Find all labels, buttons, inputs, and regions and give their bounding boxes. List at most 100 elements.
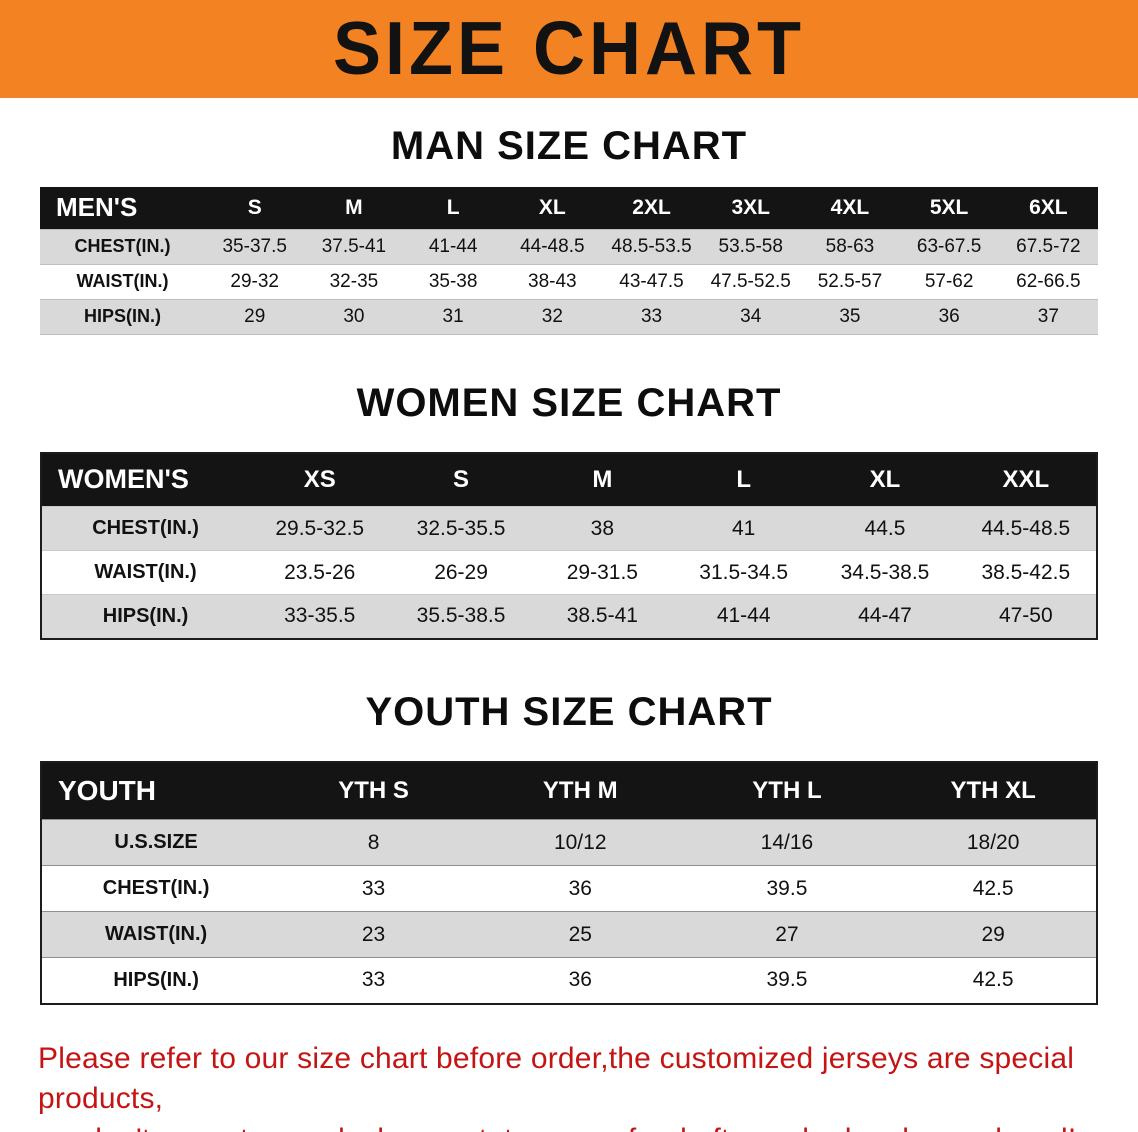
value-cell: 57-62 [924, 270, 974, 292]
value-cell: 38 [590, 516, 615, 540]
value-cell: 42.5 [972, 968, 1014, 992]
size-header-cell: 5XL [929, 195, 969, 219]
value-cell: 58-63 [825, 235, 875, 257]
table-row: WAIST(IN.) 23.5-26 26-29 29-31.5 31.5-34.5 34… [41, 550, 1097, 595]
page-title: SIZE CHART [333, 7, 805, 92]
value-cell: 38.5-42.5 [981, 560, 1071, 584]
top-banner: SIZE CHART [0, 0, 1138, 98]
row-label-cell: HIPS(IN.) [102, 604, 189, 627]
value-cell: 32-35 [329, 270, 379, 292]
row-label-cell: CHEST(IN.) [102, 877, 210, 899]
value-cell: 30 [343, 305, 365, 327]
size-header-cell: XL [538, 195, 566, 219]
value-cell: 18/20 [966, 830, 1020, 854]
value-cell: 35.5-38.5 [416, 604, 506, 628]
value-cell: 27 [775, 922, 799, 946]
value-cell: 34 [740, 305, 762, 327]
row-label-cell: U.S.SIZE [114, 831, 198, 853]
value-cell: 29 [244, 305, 266, 327]
youth-size-table: YOUTH YTH S YTH M YTH L YTH XL U.S.SIZE 8 10/12… [40, 760, 1098, 1005]
size-header-cell: YTH XL [950, 776, 1036, 804]
value-cell: 41-44 [428, 235, 478, 257]
table-row: HIPS(IN.) 33-35.5 35.5-38.5 38.5-41 41-44 44-… [41, 594, 1097, 639]
size-header-cell: YTH S [338, 776, 409, 804]
youth-section-heading: YOUTH SIZE CHART [365, 689, 773, 734]
size-header-cell: S [247, 195, 262, 219]
table-row: WAIST(IN.) 29-32 32-35 35-38 38-43 43-47.5 47.… [40, 264, 1098, 299]
value-cell: 39.5 [766, 968, 808, 992]
men-section-heading: MAN SIZE CHART [390, 124, 748, 168]
value-cell: 37.5-41 [321, 235, 387, 257]
value-cell: 33 [640, 305, 663, 327]
table-title-cell: MEN'S [56, 192, 138, 223]
value-cell: 38-43 [528, 270, 577, 292]
value-cell: 37 [1037, 305, 1059, 327]
table-row: CHEST(IN.) 35-37.5 37.5-41 41-44 44-48.5 48.5… [40, 229, 1098, 264]
value-cell: 36 [568, 876, 592, 900]
value-cell: 53.5-58 [718, 235, 783, 257]
value-cell: 29 [981, 922, 1005, 946]
value-cell: 63-67.5 [916, 235, 982, 257]
table-row: WAIST(IN.) 23 25 27 29 [41, 911, 1097, 958]
value-cell: 41-44 [716, 604, 771, 628]
table-row: U.S.SIZE 8 10/12 14/16 18/20 [41, 819, 1097, 866]
value-cell: 29.5-32.5 [275, 516, 365, 540]
row-label-cell: WAIST(IN.) [104, 923, 208, 945]
table-title-cell: WOMEN'S [58, 464, 189, 495]
row-label-cell: WAIST(IN.) [94, 561, 197, 583]
table-header-row: WOMEN'S XS S M L XL XXL [41, 452, 1097, 507]
women-size-table: WOMEN'S XS S M L XL XXL CHEST(IN.) 29.5-32.5 32.5… [40, 451, 1098, 640]
value-cell: 29-31.5 [566, 560, 638, 584]
row-label-cell: HIPS(IN.) [84, 306, 162, 326]
size-header-cell: 3XL [731, 195, 770, 219]
table-row: CHEST(IN.) 29.5-32.5 32.5-35.5 38 41 44.5 44.5… [41, 506, 1097, 551]
size-header-cell: L [736, 465, 751, 493]
size-header-cell: XL [869, 465, 901, 493]
size-header-cell: XS [303, 465, 336, 493]
size-header-cell: YTH M [542, 776, 618, 804]
value-cell: 32.5-35.5 [416, 516, 506, 540]
value-cell: 26-29 [434, 560, 488, 584]
women-section-heading: WOMEN SIZE CHART [356, 380, 782, 425]
value-cell: 29-32 [230, 270, 280, 292]
size-header-cell: L [446, 195, 460, 219]
size-header-cell: M [345, 195, 363, 219]
size-header-cell: YTH L [752, 776, 822, 804]
value-cell: 48.5-53.5 [611, 235, 692, 257]
value-cell: 34.5-38.5 [840, 560, 930, 584]
value-cell: 35-37.5 [222, 235, 287, 257]
value-cell: 44-47 [858, 604, 912, 628]
value-cell: 33 [361, 876, 386, 900]
value-cell: 44.5 [864, 516, 906, 540]
value-cell: 38.5-41 [566, 604, 638, 628]
disclaimer-note: Please refer to our size chart before or… [38, 1039, 1100, 1132]
size-header-cell: 4XL [830, 195, 870, 219]
value-cell: 41 [731, 516, 756, 540]
table-header-row: MEN'S S M L XL 2XL 3XL 4XL 5XL 6XL [40, 187, 1098, 229]
value-cell: 35-38 [428, 270, 478, 292]
disclaimer-line-2: we don't accept cancel, change, teturn o… [38, 1120, 1100, 1132]
size-header-cell: 2XL [632, 195, 671, 219]
row-label-cell: CHEST(IN.) [92, 517, 199, 539]
value-cell: 44.5-48.5 [981, 516, 1071, 540]
value-cell: 42.5 [972, 876, 1014, 900]
value-cell: 25 [568, 922, 592, 946]
row-label-cell: WAIST(IN.) [76, 271, 169, 291]
value-cell: 36 [938, 305, 960, 327]
table-header-row: YOUTH YTH S YTH M YTH L YTH XL [41, 761, 1097, 820]
size-header-cell: 6XL [1029, 195, 1068, 219]
value-cell: 32 [541, 305, 563, 327]
value-cell: 31.5-34.5 [699, 560, 789, 584]
men-size-table: MEN'S S M L XL 2XL 3XL 4XL 5XL 6XL CHEST(IN.) 35-37… [40, 187, 1098, 335]
value-cell: 23.5-26 [284, 560, 356, 584]
value-cell: 62-66.5 [1016, 270, 1081, 292]
value-cell: 35 [839, 305, 861, 327]
value-cell: 52.5-57 [817, 270, 883, 292]
size-header-cell: XXL [1002, 465, 1050, 493]
table-row: HIPS(IN.) 33 36 39.5 42.5 [41, 957, 1097, 1004]
value-cell: 39.5 [766, 876, 808, 900]
value-cell: 10/12 [553, 830, 607, 854]
row-label-cell: HIPS(IN.) [113, 968, 199, 991]
size-header-cell: M [592, 465, 613, 493]
